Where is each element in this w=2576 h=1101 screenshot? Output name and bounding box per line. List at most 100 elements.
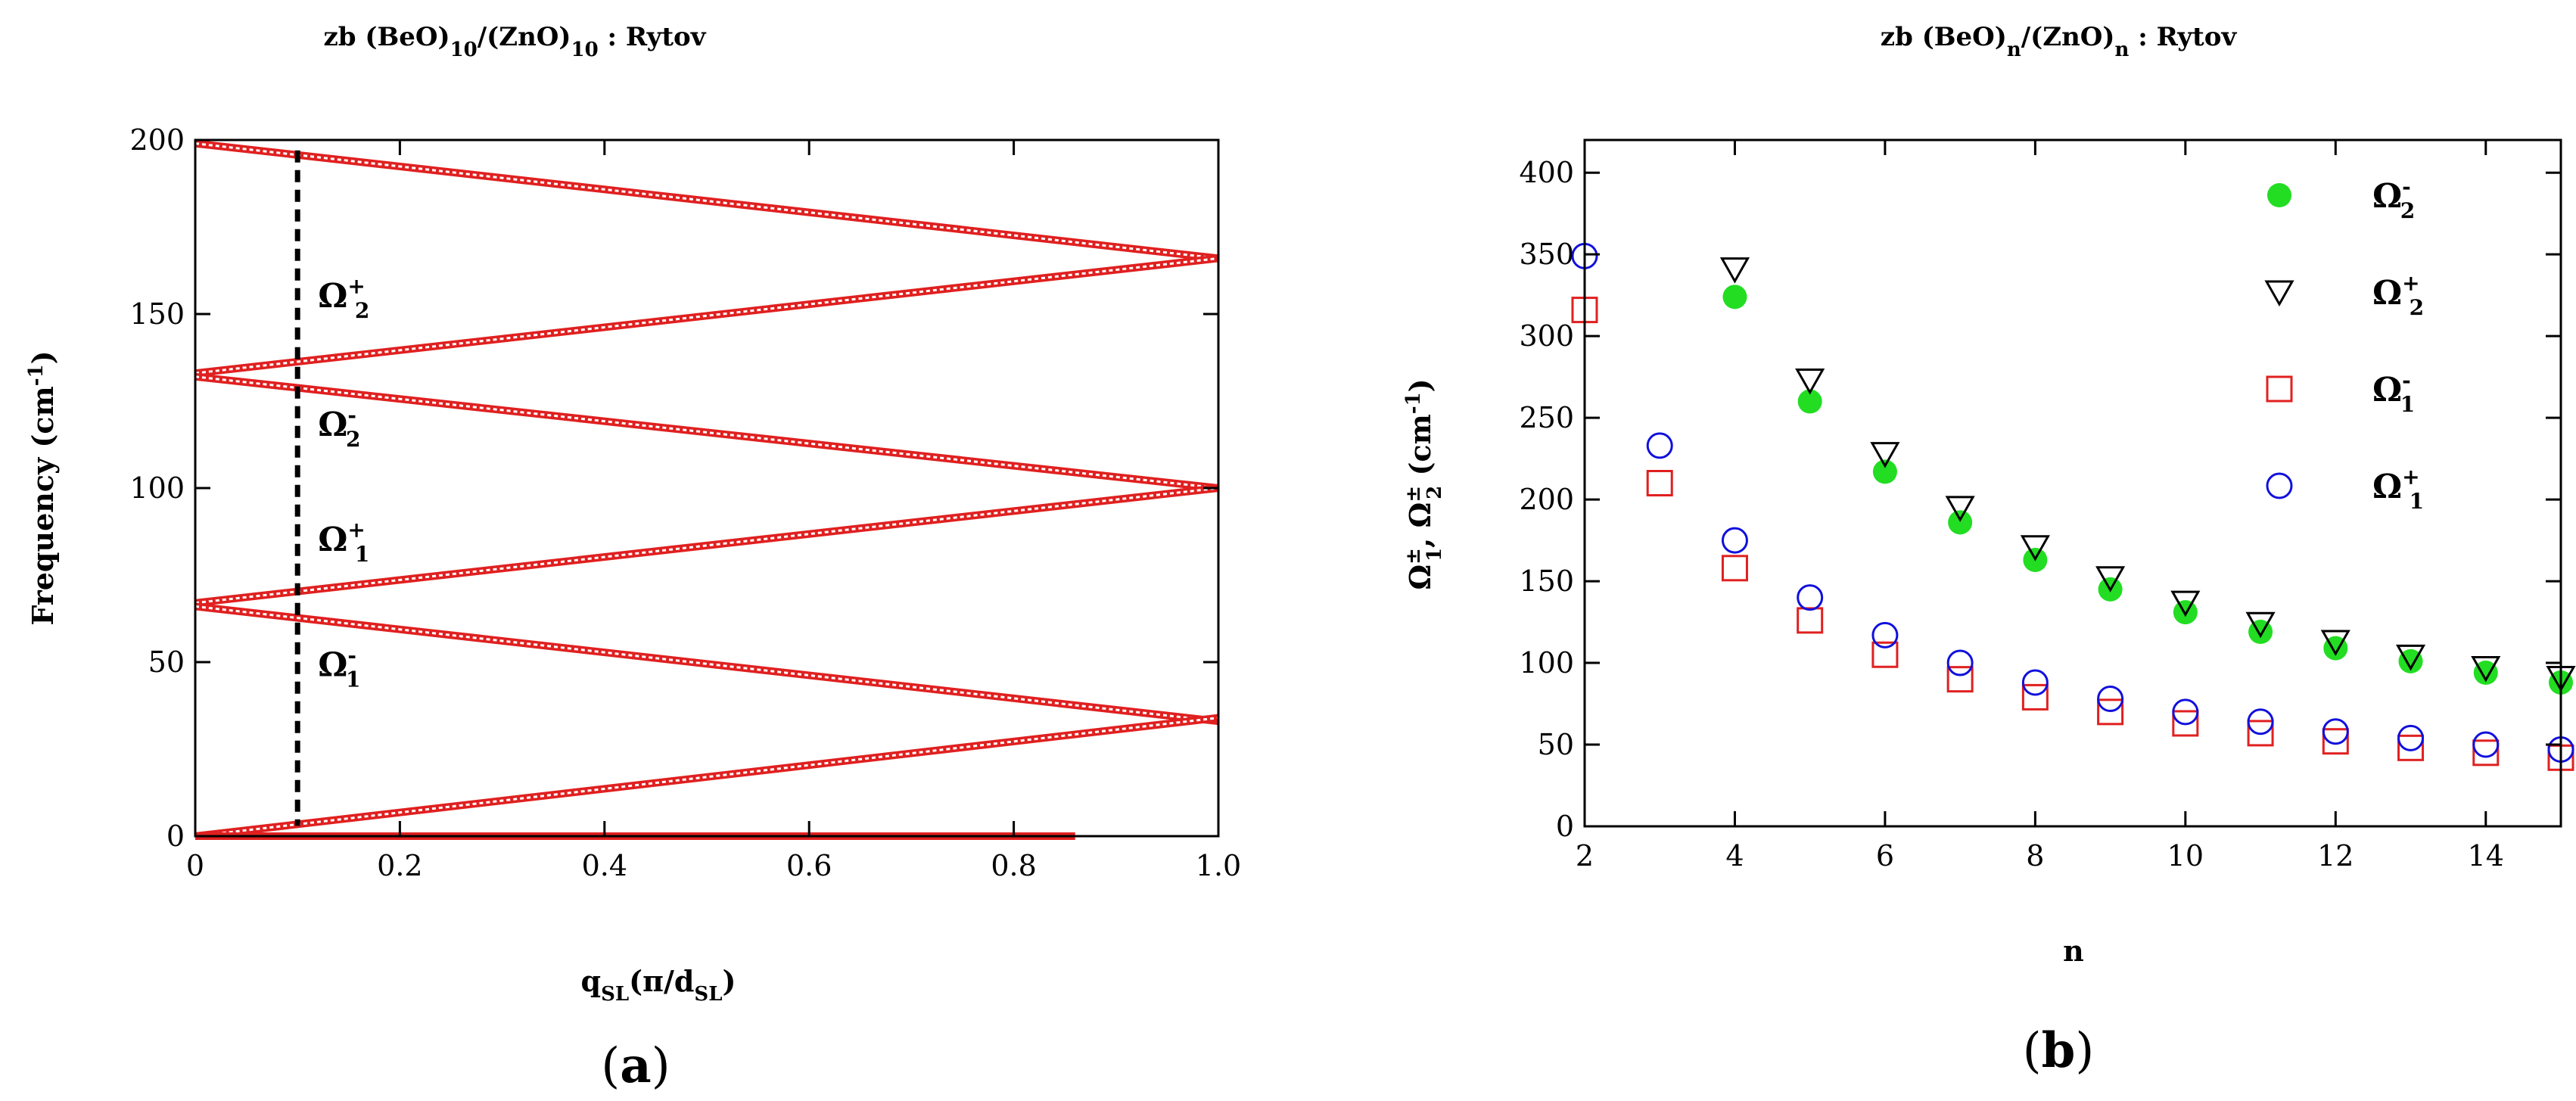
panel-b-series-2 [1719, 257, 2576, 692]
panel-b-point [1948, 510, 1973, 535]
panel-b-y-tick-label: 350 [1519, 238, 1574, 271]
panel-a-annotation-3: Ω+ 1 [318, 518, 369, 567]
panel-a-x-tick-label: 0.6 [786, 849, 832, 882]
panel-b-series-1 [1722, 285, 2573, 695]
panel-a-x-axis: 0 0.2 0.4 0.6 0.8 1.0 [186, 140, 1241, 882]
panel-b-point [2472, 731, 2500, 758]
panel-b-point [1646, 470, 1673, 496]
panel-b-point [2021, 669, 2049, 696]
panel-b-point [2322, 718, 2349, 745]
panel-b-point [1795, 368, 1825, 395]
panel-b-legend: Ω-2 Ω+ 2 Ω-1 Ω+ 1 [2264, 174, 2424, 514]
panel-b-legend-label: Ω-2 [2372, 174, 2415, 223]
panel-b-point [1646, 432, 1673, 459]
panel-a-series-marker-dots [194, 717, 1219, 838]
panel-b-x-tick-label: 14 [2468, 839, 2504, 872]
panel-b-point [1722, 285, 1747, 309]
panel-b-title: zb (BeO)n/(ZnO)n : Rytov [1881, 22, 2238, 61]
panel-b-point [2170, 590, 2201, 617]
panel-b-y-tick-label: 0 [1556, 810, 1574, 843]
panel-a-label: (a) [601, 1037, 670, 1094]
panel-b-y-tick-label: 300 [1519, 319, 1574, 353]
panel-b-point [2097, 698, 2124, 726]
panel-a-y-tick-label: 0 [166, 820, 185, 853]
panel-a-series-marker-dots [194, 142, 1219, 260]
panel-b-x-tick-label: 8 [2026, 839, 2044, 872]
panel-b-point [2020, 535, 2050, 561]
panel-b-point [2247, 720, 2274, 747]
panel-b-legend-label: Ω-1 [2372, 368, 2415, 417]
panel-b-point [2471, 656, 2501, 683]
panel-b-legend-label: Ω+ 1 [2372, 465, 2424, 514]
panel-b-point [1871, 621, 1899, 648]
panel-b-x-tick-label: 10 [2167, 839, 2204, 872]
panel-a-series-marker-dots [194, 257, 1219, 375]
panel-b-y-tick-label: 50 [1538, 728, 1574, 761]
panel-b-point [2095, 566, 2126, 592]
panel-a-series-5 [194, 602, 1219, 726]
panel-b-point [1946, 649, 1974, 676]
panel-b-x-tick-label: 6 [1876, 839, 1894, 872]
panel-a-x-tick-label: 0.2 [377, 849, 422, 882]
panel-b-legend-entry-4: Ω+ 1 [2266, 465, 2424, 514]
panel-a-x-tick-label: 0.4 [582, 849, 627, 882]
panel-b-point [1721, 527, 1748, 554]
panel-a-series-3 [194, 372, 1219, 492]
panel-b-point [2395, 644, 2426, 671]
panel-b-y-tick-label: 400 [1519, 156, 1574, 189]
panel-b-point [2472, 739, 2500, 767]
panel-a-y-axis: 0 50 100 150 200 [129, 123, 1218, 853]
panel-b-legend-entry-3: Ω-1 [2266, 368, 2415, 417]
panel-b-y-tick-label: 100 [1519, 646, 1574, 680]
panel-b-point [1797, 389, 1822, 414]
panel-a-y-tick-label: 50 [148, 645, 185, 679]
panel-a-y-tick-label: 100 [129, 471, 185, 505]
panel-b-legend-entry-1: Ω-2 [2267, 174, 2415, 223]
panel-b-point [2397, 724, 2425, 751]
panel-b-legend-marker [2266, 375, 2293, 403]
panel-b-label: (b) [2023, 1022, 2095, 1079]
panel-a-annotation-2: Ω-2 [318, 403, 360, 452]
panel-b-point [2247, 708, 2274, 736]
panel-b-y-tick-label: 250 [1519, 401, 1574, 434]
panel-b: zb (BeO)n/(ZnO)n : Rytov 2 4 6 8 10 12 14 0 50 1… [1402, 22, 2576, 1079]
panel-b-point [2097, 686, 2124, 713]
panel-a-series-2 [194, 254, 1219, 378]
panel-b-point [1797, 584, 1824, 611]
panel-b-point [2172, 698, 2199, 726]
panel-b-y-axis-label: Ω±1, Ω±2 (cm-1) [1402, 378, 1446, 589]
panel-b-legend-label: Ω+ 2 [2372, 271, 2424, 320]
panel-b-point [2245, 611, 2276, 639]
panel-b-point [2172, 710, 2199, 737]
panel-b-point [2248, 620, 2273, 645]
panel-b-point [2398, 648, 2423, 673]
panel-b-x-tick-label: 4 [1725, 839, 1744, 872]
panel-b-x-tick-label: 12 [2317, 839, 2354, 872]
panel-b-legend-marker [2267, 183, 2291, 207]
panel-b-x-tick-label: 2 [1576, 839, 1594, 872]
panel-b-point [1871, 641, 1899, 668]
panel-b-legend-marker [2266, 472, 2293, 499]
panel-b-point [1872, 459, 1897, 484]
panel-a-series-1 [194, 139, 1219, 263]
panel-b-legend-entry-2: Ω+ 2 [2264, 271, 2424, 320]
panel-a-x-tick-label: 0.8 [991, 849, 1036, 882]
panel-a-annotation-1: Ω+ 2 [318, 274, 369, 323]
panel-b-point [2473, 661, 2498, 686]
panel-b-point [1797, 607, 1824, 634]
panel-a-series-marker-dots [194, 605, 1219, 723]
panel-b-point [1719, 257, 1750, 284]
panel-b-y-tick-label: 200 [1519, 483, 1574, 516]
panel-a-x-tick-label: 1.0 [1196, 849, 1241, 882]
panel-b-point [1945, 496, 1975, 522]
panel-a-y-tick-label: 150 [129, 297, 185, 331]
panel-b-legend-marker [2264, 280, 2294, 307]
panel-b-x-axis: 2 4 6 8 10 12 14 [1576, 140, 2504, 872]
panel-a-series-6 [194, 714, 1219, 840]
panel-b-series-3 [1571, 297, 2574, 771]
panel-b-point [1870, 442, 1900, 468]
panel-b-y-axis: 0 50 100 150 200 250 300 350 400 [1519, 156, 2561, 843]
panel-a-data: Ω+ 2 Ω-2 Ω+ 1 Ω-1 [194, 139, 1219, 840]
panel-a-title: zb (BeO)10/(ZnO)10 : Rytov [324, 22, 707, 61]
